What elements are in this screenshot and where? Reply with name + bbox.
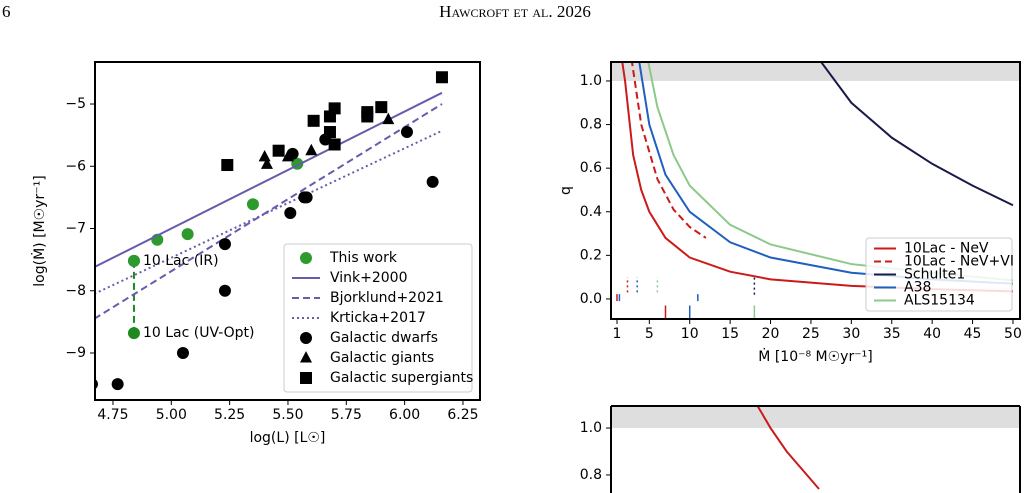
plot-area xyxy=(95,71,448,391)
marker-square xyxy=(435,71,448,84)
marker-circle xyxy=(300,191,313,204)
marker-circle xyxy=(218,238,231,251)
marker-circle xyxy=(176,347,189,360)
forbidden-band xyxy=(611,62,1020,81)
legend-label: ALS15134 xyxy=(904,293,975,309)
legend-label: Schulte1 xyxy=(904,267,965,283)
marker-circle xyxy=(426,175,439,188)
x-axis-label: Ṁ [10⁻⁸ M☉yr⁻¹] xyxy=(758,347,872,365)
x-tick-label: 20 xyxy=(762,326,780,342)
y-tick-label: 0.8 xyxy=(580,467,602,483)
y-tick-label: 1.0 xyxy=(580,420,602,436)
series-line xyxy=(630,62,707,239)
marker-circle xyxy=(218,284,231,297)
x-tick-label: 1 xyxy=(613,326,622,342)
marker-circle xyxy=(127,327,140,340)
legend-label: Galactic supergiants xyxy=(330,370,473,386)
y-tick-label: −6 xyxy=(65,158,86,174)
marker-circle xyxy=(400,126,413,139)
marker-circle xyxy=(300,252,312,264)
annotation: 10 Lac (UV-Opt) xyxy=(143,325,255,341)
marker-square xyxy=(328,102,341,115)
x-tick-label: 35 xyxy=(883,326,901,342)
series-line xyxy=(95,103,443,320)
legend-label: Galactic giants xyxy=(330,350,434,366)
marker-square xyxy=(375,101,388,114)
x-tick-label: 25 xyxy=(802,326,820,342)
legend-label: A38 xyxy=(904,280,931,296)
marker-circle xyxy=(300,332,312,344)
marker-circle xyxy=(111,378,124,391)
legend-label: Galactic dwarfs xyxy=(330,330,438,346)
x-tick-label: 50 xyxy=(1004,326,1022,342)
marker-triangle xyxy=(305,143,318,156)
marker-triangle xyxy=(258,150,271,162)
marker-square xyxy=(221,159,234,172)
x-tick-label: 6.25 xyxy=(447,407,478,423)
plot-area xyxy=(611,62,1020,319)
x-tick-label: 5 xyxy=(645,326,654,342)
legend-label: 10Lac - NeV xyxy=(904,241,989,257)
frame xyxy=(94,61,481,401)
legend-box xyxy=(865,237,1013,312)
marker-triangle xyxy=(382,112,395,125)
x-tick-label: 15 xyxy=(721,326,739,342)
running-title: Hawcroft et al. 2026 xyxy=(439,2,591,21)
x-tick-label: 40 xyxy=(923,326,941,342)
x-axis-label: log(L) [L☉] xyxy=(250,430,326,446)
marker-square xyxy=(323,126,336,139)
y-tick-label: 0.6 xyxy=(580,160,602,176)
y-tick-label: 0.2 xyxy=(580,247,602,263)
marker-triangle xyxy=(260,157,273,169)
y-tick-label: 0.0 xyxy=(580,291,602,307)
marker-circle xyxy=(127,254,140,267)
marker-triangle xyxy=(281,150,294,162)
x-tick-label: 5.00 xyxy=(156,407,187,423)
x-tick-label: 5.75 xyxy=(331,407,362,423)
frame xyxy=(610,61,1021,320)
x-tick-label: 5.25 xyxy=(214,407,245,423)
marker-square xyxy=(300,372,312,384)
y-axis-label: log(Ṁ) [M☉yr⁻¹] xyxy=(30,175,48,286)
marker-square xyxy=(307,114,320,127)
y-tick-label: −8 xyxy=(65,283,86,299)
x-tick-label: 5.50 xyxy=(272,407,303,423)
series-line xyxy=(756,406,820,490)
annotation: 10 Lac (IR) xyxy=(143,253,219,269)
y-tick-label: −7 xyxy=(65,221,86,237)
y-tick-label: 0.8 xyxy=(580,117,602,133)
legend-box xyxy=(283,243,473,393)
marker-triangle xyxy=(300,351,312,363)
x-tick-label: 30 xyxy=(842,326,860,342)
legend-label: 10Lac - NeV+VI xyxy=(904,254,1014,270)
legend-label: Vink+2000 xyxy=(330,270,408,286)
page-number: 6 xyxy=(2,2,11,21)
marker-circle xyxy=(181,228,194,241)
forbidden-band xyxy=(611,406,1020,429)
y-tick-label: −5 xyxy=(65,96,86,112)
legend-label: Bjorklund+2021 xyxy=(330,290,444,306)
y-axis-label: q xyxy=(558,186,574,195)
y-tick-label: 1.0 xyxy=(580,73,602,89)
series-line xyxy=(95,129,443,295)
series-line xyxy=(621,62,1013,293)
marker-circle xyxy=(95,378,98,390)
x-tick-label: 6.00 xyxy=(389,407,420,423)
marker-circle xyxy=(246,198,259,211)
legend-label: This work xyxy=(329,250,398,266)
marker-square xyxy=(328,138,341,151)
marker-square xyxy=(272,144,285,157)
marker-square xyxy=(361,106,374,119)
x-tick-label: 10 xyxy=(681,326,699,342)
x-tick-label: 4.75 xyxy=(97,407,128,423)
series-line xyxy=(819,62,1014,207)
y-tick-label: −9 xyxy=(65,345,86,361)
marker-circle xyxy=(284,206,297,219)
legend-label: Krticka+2017 xyxy=(330,310,426,326)
y-tick-label: 0.4 xyxy=(580,204,602,220)
x-tick-label: 45 xyxy=(964,326,982,342)
plot-area xyxy=(611,406,1020,490)
